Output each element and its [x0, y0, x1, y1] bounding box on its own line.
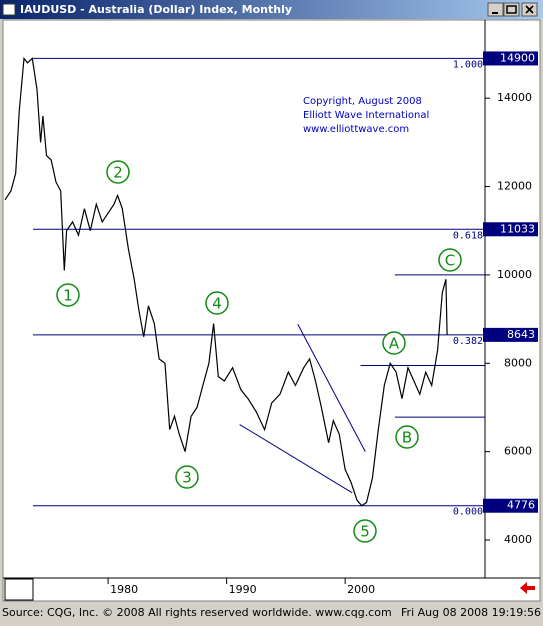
trendline	[297, 323, 366, 452]
level-price-label: 8643	[507, 328, 535, 341]
copyright-note: Copyright, August 2008	[303, 96, 422, 107]
level-price-label: 14900	[500, 51, 535, 64]
y-tick-label: 6000	[504, 445, 532, 458]
wave-circle	[205, 291, 229, 315]
level-price-label: 11033	[500, 222, 535, 235]
corner-box	[4, 578, 34, 601]
footer-source: Source: CQG, Inc. © 2008 All rights rese…	[2, 606, 392, 619]
x-tick-label: 2000	[347, 583, 375, 596]
wave-label: A	[389, 335, 400, 353]
footer-timestamp: Fri Aug 08 2008 19:19:56	[401, 606, 541, 619]
retracement-ratio: 0.382	[453, 336, 483, 347]
wave-label: 1	[63, 287, 73, 305]
level-price-box	[483, 498, 538, 513]
y-tick-label: 12000	[497, 180, 532, 193]
wave-circle	[438, 248, 462, 272]
y-tick-label: 10000	[497, 268, 532, 281]
trendline	[239, 424, 353, 494]
level-price-label: 4776	[507, 499, 535, 512]
retracement-ratio: 1.000	[453, 59, 483, 70]
retracement-ratio: 0.618	[453, 230, 483, 241]
level-price-box	[483, 327, 538, 342]
level-price-box	[483, 51, 538, 66]
wave-circle	[353, 519, 377, 543]
window-icon	[2, 3, 16, 16]
status-bar	[0, 602, 543, 622]
y-tick-label: 4000	[504, 533, 532, 546]
wave-circle	[382, 331, 406, 355]
wave-label: 2	[113, 164, 123, 182]
wave-label: C	[445, 252, 455, 270]
copyright-note: Elliott Wave International	[303, 110, 429, 121]
wave-label: 5	[360, 523, 370, 541]
price-line	[4, 56, 448, 507]
window-buttons[interactable]	[487, 2, 538, 17]
scroll-arrow[interactable]	[520, 582, 535, 594]
window-title: IAUDUSD - Australia (Dollar) Index, Mont…	[20, 3, 292, 16]
level-price-box	[483, 222, 538, 237]
y-tick-label: 8000	[504, 356, 532, 369]
wave-label: B	[402, 429, 412, 447]
copyright-note: www.elliottwave.com	[303, 124, 409, 135]
x-tick-label: 1990	[229, 583, 257, 596]
x-tick-label: 1980	[110, 583, 138, 596]
wave-label: 4	[212, 295, 222, 313]
minimize-button[interactable]	[487, 2, 504, 17]
wave-circle	[175, 465, 199, 489]
wave-circle	[56, 283, 80, 307]
chart-area	[2, 19, 541, 602]
retracement-ratio: 0.000	[453, 507, 483, 518]
title-bar	[0, 0, 543, 19]
wave-label: 3	[182, 469, 192, 487]
y-tick-label: 14000	[497, 91, 532, 104]
wave-circle	[106, 160, 130, 184]
wave-circle	[395, 425, 419, 449]
